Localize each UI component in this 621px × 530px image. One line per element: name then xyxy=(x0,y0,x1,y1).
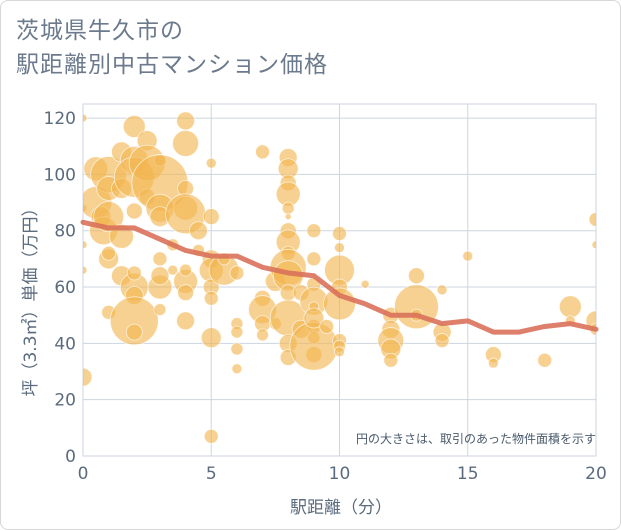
bubble-point xyxy=(434,333,450,348)
bubble-point xyxy=(150,266,170,286)
bubble-point xyxy=(360,279,370,289)
bubble-point xyxy=(255,144,270,160)
y-axis-label: 坪（3.3㎡）単価（万円） xyxy=(21,199,41,396)
bubble-point xyxy=(462,250,474,262)
y-tick-label: 20 xyxy=(54,391,76,411)
bubble-point xyxy=(537,352,553,368)
bubble-point xyxy=(319,319,335,334)
bubble-point xyxy=(334,242,345,254)
bubble-point xyxy=(200,327,222,349)
bubble-point xyxy=(203,290,219,306)
bubble-point xyxy=(306,251,322,267)
bubble-point xyxy=(332,226,347,241)
bubble-point xyxy=(306,223,322,239)
x-tick-label: 10 xyxy=(329,464,351,484)
bubble-point xyxy=(101,245,117,261)
bubble-point xyxy=(152,251,168,267)
bubble-point xyxy=(172,130,200,157)
chart-title: 茨城県牛久市の 駅距離別中古マンション価格 xyxy=(16,14,328,82)
y-tick-label: 0 xyxy=(65,447,76,467)
bubble-point xyxy=(189,221,208,241)
bubble-point xyxy=(231,363,243,375)
bubble-point xyxy=(176,311,196,331)
bubble-point xyxy=(230,325,244,339)
bubble-point xyxy=(383,352,399,368)
bubble-point xyxy=(284,213,292,221)
bubble-point xyxy=(256,328,269,342)
bubble-point xyxy=(230,342,244,356)
y-tick-label: 40 xyxy=(54,334,76,354)
bubble-point xyxy=(83,113,88,123)
bubble-point xyxy=(153,303,167,316)
bubble-point xyxy=(334,346,345,358)
y-tick-label: 100 xyxy=(44,165,76,185)
y-tick-label: 120 xyxy=(44,109,76,129)
trend-series xyxy=(80,219,599,335)
bubble-point xyxy=(83,367,93,387)
bubble-point xyxy=(203,428,219,444)
bubble-point xyxy=(436,284,448,296)
bubble-point xyxy=(125,202,143,220)
y-tick-label: 60 xyxy=(54,278,76,298)
trend-line xyxy=(80,219,599,335)
bubble-point xyxy=(588,212,596,227)
bubble-point xyxy=(179,263,193,277)
bubble-point xyxy=(303,307,325,329)
bubble-point xyxy=(229,265,245,281)
bubble-point xyxy=(167,264,179,276)
x-tick-label: 15 xyxy=(457,464,479,484)
size-note: 円の大きさは、取引のあった物件面積を示す xyxy=(356,431,596,446)
x-axis-label: 駅距離（分） xyxy=(290,498,392,518)
bubble-point xyxy=(177,284,195,302)
bubble-point xyxy=(408,267,425,285)
bubble-point xyxy=(122,115,146,138)
axes: 0 5 10 15 20 0 20 40 60 80 100 120 xyxy=(44,109,607,484)
bubble-point xyxy=(83,265,88,275)
bubble-point xyxy=(281,201,295,215)
bubble-point xyxy=(591,240,596,250)
chart-title-line2: 駅距離別中古マンション価格 xyxy=(16,52,328,78)
x-tick-label: 0 xyxy=(78,464,89,484)
bubble-point xyxy=(202,208,220,226)
bubble-point xyxy=(125,323,143,341)
chart-title-line1: 茨城県牛久市の xyxy=(16,18,184,44)
bubble-point xyxy=(558,295,582,319)
bubble-point xyxy=(109,296,159,346)
bubble-point xyxy=(487,357,499,369)
bubble-point xyxy=(126,265,142,281)
bubble-series xyxy=(83,111,596,444)
bubble-point xyxy=(205,157,217,169)
y-tick-label: 80 xyxy=(54,222,76,242)
bubble-point xyxy=(83,240,88,250)
bubble-point xyxy=(176,111,196,131)
x-tick-label: 20 xyxy=(585,464,607,484)
x-tick-label: 5 xyxy=(206,464,217,484)
